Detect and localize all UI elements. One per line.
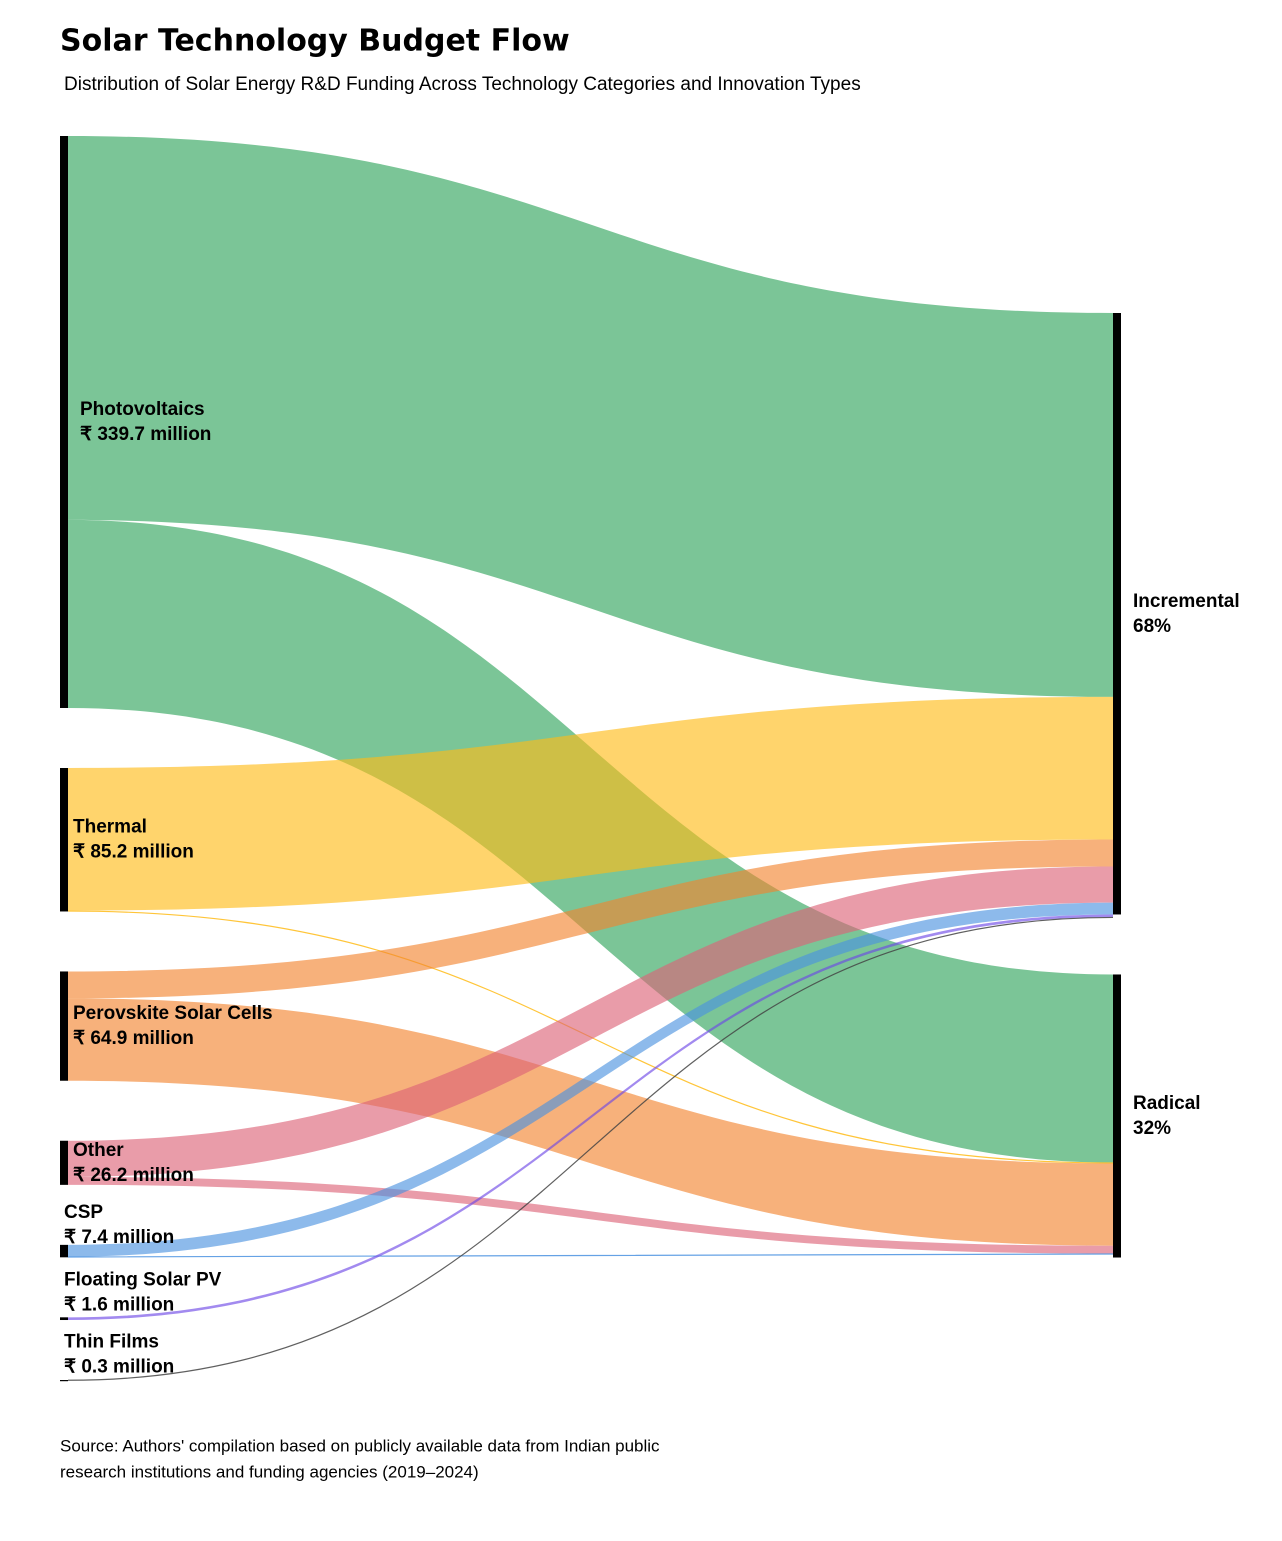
node-label: Thermal [73,817,147,838]
node-label: Photovoltaics [80,399,205,420]
link [68,902,1113,1257]
chart-subtitle: Distribution of Solar Energy R&D Funding… [64,74,861,95]
node-label: Radical [1133,1093,1201,1114]
link [68,866,1113,1177]
link [68,998,1113,1246]
link [67,916,1114,1381]
source-node [60,1140,68,1185]
node-label: Thin Films [64,1331,159,1352]
node-value-label: ₹ 85.2 million [73,842,194,863]
link [68,1176,1113,1254]
link [68,696,1113,911]
node-value-label: 68% [1133,616,1171,637]
node-label: Perovskite Solar Cells [73,1003,273,1024]
target-node [1113,313,1121,915]
source-node [60,768,68,912]
node-value-label: ₹ 1.6 million [64,1295,174,1316]
node-label: CSP [64,1202,103,1223]
source-node [60,1317,68,1321]
node-value-label: ₹ 7.4 million [64,1227,174,1248]
source-note: Source: Authors' compilation based on pu… [60,1436,660,1455]
links [67,136,1114,1381]
link [68,839,1113,999]
link [67,1253,1114,1258]
node-value-label: 32% [1133,1118,1171,1139]
node-value-label: ₹ 0.3 million [64,1356,174,1377]
source-node [60,1380,68,1382]
node-label: Incremental [1133,591,1240,612]
node-value-label: ₹ 26.2 million [73,1165,194,1186]
link [68,136,1113,697]
source-node [60,1244,68,1258]
node-value-label: ₹ 64.9 million [73,1028,194,1049]
source-node [60,971,68,1081]
chart-title: Solar Technology Budget Flow [60,24,570,59]
link [68,914,1113,1321]
source-node [60,136,68,708]
node-label: Other [73,1140,124,1161]
node-value-label: ₹ 339.7 million [80,424,211,445]
target-node [1113,974,1121,1258]
source-note: research institutions and funding agenci… [60,1462,479,1481]
node-label: Floating Solar PV [64,1270,222,1291]
